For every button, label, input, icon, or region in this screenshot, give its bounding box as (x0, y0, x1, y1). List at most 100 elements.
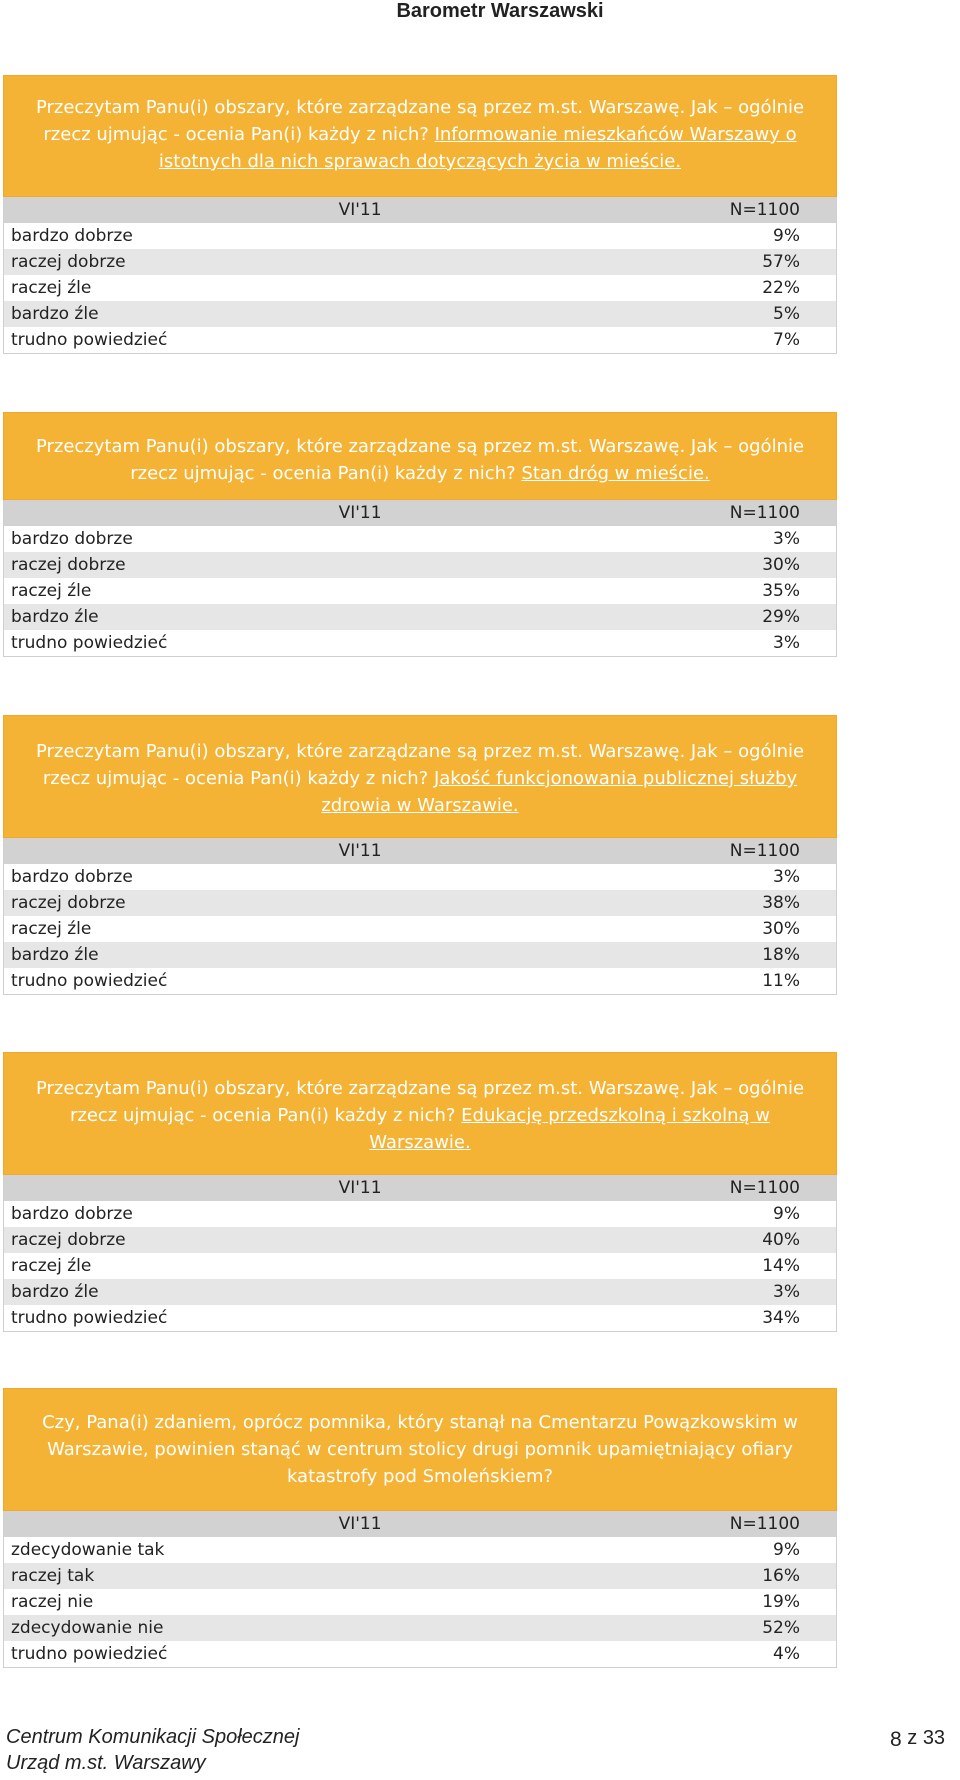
footer-line-2: Urząd m.st. Warszawy (6, 1752, 206, 1774)
table-header-row: VI'11 N=1100 (3, 500, 837, 526)
question-text: Przeczytam Panu(i) obszary, które zarząd… (35, 97, 805, 145)
page-current: 8 (890, 1728, 902, 1751)
table-row: raczej dobrze 30% (3, 552, 837, 578)
survey-block: Czy, Pana(i) zdaniem, oprócz pomnika, kt… (3, 1388, 837, 1668)
period-label: VI'11 (331, 197, 502, 223)
results-table: VI'11 N=1100 bardzo dobrze 9% raczej dobr… (3, 1175, 837, 1332)
answer-label: trudno powiedzieć (3, 968, 332, 995)
answer-label: bardzo źle (3, 1279, 332, 1305)
question-topic: Jakość funkcjonowania publicznej służby … (321, 768, 798, 816)
table-row: raczej dobrze 38% (3, 890, 837, 916)
results-table: VI'11 N=1100 zdecydowanie tak 9% raczej t… (3, 1511, 837, 1668)
sample-size-label: N=1100 (501, 838, 837, 864)
answer-value: 38% (501, 890, 837, 916)
footer-organization: Centrum Komunikacji Społecznej Urząd m.s… (6, 1724, 299, 1776)
answer-value: 16% (501, 1563, 837, 1589)
question-text: Czy, Pana(i) zdaniem, oprócz pomnika, kt… (42, 1412, 798, 1487)
answer-label: zdecydowanie tak (3, 1537, 332, 1563)
question-topic: Stan dróg w mieście. (521, 463, 710, 484)
sample-size-label: N=1100 (501, 500, 837, 526)
answer-label: bardzo źle (3, 942, 332, 968)
table-row: bardzo dobrze 9% (3, 223, 837, 249)
table-row: raczej dobrze 40% (3, 1227, 837, 1253)
table-row: bardzo źle 3% (3, 1279, 837, 1305)
answer-label: bardzo dobrze (3, 223, 332, 249)
period-label: VI'11 (331, 500, 502, 526)
sample-size-label: N=1100 (501, 197, 837, 223)
answer-label: trudno powiedzieć (3, 1641, 332, 1668)
table-row: raczej źle 30% (3, 916, 837, 942)
table-row: raczej nie 19% (3, 1589, 837, 1615)
table-row: bardzo źle 18% (3, 942, 837, 968)
answer-label: raczej tak (3, 1563, 332, 1589)
answer-value: 3% (501, 864, 837, 890)
answer-value: 9% (501, 1201, 837, 1227)
answer-value: 52% (501, 1615, 837, 1641)
page-number: 8 z 33 (890, 1726, 946, 1751)
sample-size-label: N=1100 (501, 1175, 837, 1201)
answer-label: bardzo źle (3, 301, 332, 327)
period-label: VI'11 (331, 838, 502, 864)
table-row: trudno powiedzieć 34% (3, 1305, 837, 1332)
table-row: trudno powiedzieć 4% (3, 1641, 837, 1668)
answer-value: 3% (501, 526, 837, 552)
results-table: VI'11 N=1100 bardzo dobrze 9% raczej dobr… (3, 197, 837, 354)
answer-value: 11% (501, 968, 837, 995)
survey-block: Przeczytam Panu(i) obszary, które zarząd… (3, 715, 837, 995)
survey-block: Przeczytam Panu(i) obszary, które zarząd… (3, 75, 837, 354)
table-row: bardzo źle 29% (3, 604, 837, 630)
answer-label: bardzo dobrze (3, 1201, 332, 1227)
answer-value: 19% (501, 1589, 837, 1615)
page-total: 33 (922, 1727, 946, 1749)
question-header: Czy, Pana(i) zdaniem, oprócz pomnika, kt… (3, 1388, 837, 1511)
question-header: Przeczytam Panu(i) obszary, które zarząd… (3, 715, 837, 838)
answer-value: 5% (501, 301, 837, 327)
answer-label: raczej dobrze (3, 1227, 332, 1253)
answer-value: 7% (501, 327, 837, 354)
answer-label: trudno powiedzieć (3, 1305, 332, 1332)
answer-value: 22% (501, 275, 837, 301)
answer-value: 18% (501, 942, 837, 968)
answer-value: 30% (501, 916, 837, 942)
question-text: Przeczytam Panu(i) obszary, które zarząd… (35, 1078, 805, 1126)
answer-label: raczej nie (3, 1589, 332, 1615)
question-header: Przeczytam Panu(i) obszary, które zarząd… (3, 412, 837, 500)
answer-label: trudno powiedzieć (3, 630, 332, 657)
table-row: raczej dobrze 57% (3, 249, 837, 275)
table-row: zdecydowanie nie 52% (3, 1615, 837, 1641)
question-header: Przeczytam Panu(i) obszary, które zarząd… (3, 75, 837, 197)
table-row: raczej źle 22% (3, 275, 837, 301)
answer-label: raczej źle (3, 1253, 332, 1279)
answer-label: raczej źle (3, 916, 332, 942)
results-table: VI'11 N=1100 bardzo dobrze 3% raczej dobr… (3, 500, 837, 657)
table-row: raczej źle 35% (3, 578, 837, 604)
question-topic: Edukację przedszkolną i szkolną w Warsza… (369, 1105, 770, 1153)
answer-value: 3% (501, 1279, 837, 1305)
table-header-row: VI'11 N=1100 (3, 197, 837, 223)
answer-label: zdecydowanie nie (3, 1615, 332, 1641)
answer-label: raczej źle (3, 578, 332, 604)
answer-label: bardzo dobrze (3, 864, 332, 890)
table-row: trudno powiedzieć 7% (3, 327, 837, 354)
answer-value: 14% (501, 1253, 837, 1279)
results-table: VI'11 N=1100 bardzo dobrze 3% raczej dobr… (3, 838, 837, 995)
table-row: raczej źle 14% (3, 1253, 837, 1279)
table-row: trudno powiedzieć 3% (3, 630, 837, 657)
table-header-row: VI'11 N=1100 (3, 838, 837, 864)
answer-label: raczej dobrze (3, 552, 332, 578)
answer-label: trudno powiedzieć (3, 327, 332, 354)
answer-value: 40% (501, 1227, 837, 1253)
table-header-row: VI'11 N=1100 (3, 1175, 837, 1201)
answer-value: 9% (501, 223, 837, 249)
answer-label: bardzo dobrze (3, 526, 332, 552)
answer-label: raczej źle (3, 275, 332, 301)
period-label: VI'11 (331, 1511, 502, 1537)
answer-value: 35% (501, 578, 837, 604)
survey-block: Przeczytam Panu(i) obszary, które zarząd… (3, 1052, 837, 1332)
sample-size-label: N=1100 (501, 1511, 837, 1537)
answer-value: 29% (501, 604, 837, 630)
answer-value: 9% (501, 1537, 837, 1563)
table-row: raczej tak 16% (3, 1563, 837, 1589)
answer-value: 4% (501, 1641, 837, 1668)
answer-value: 3% (501, 630, 837, 657)
